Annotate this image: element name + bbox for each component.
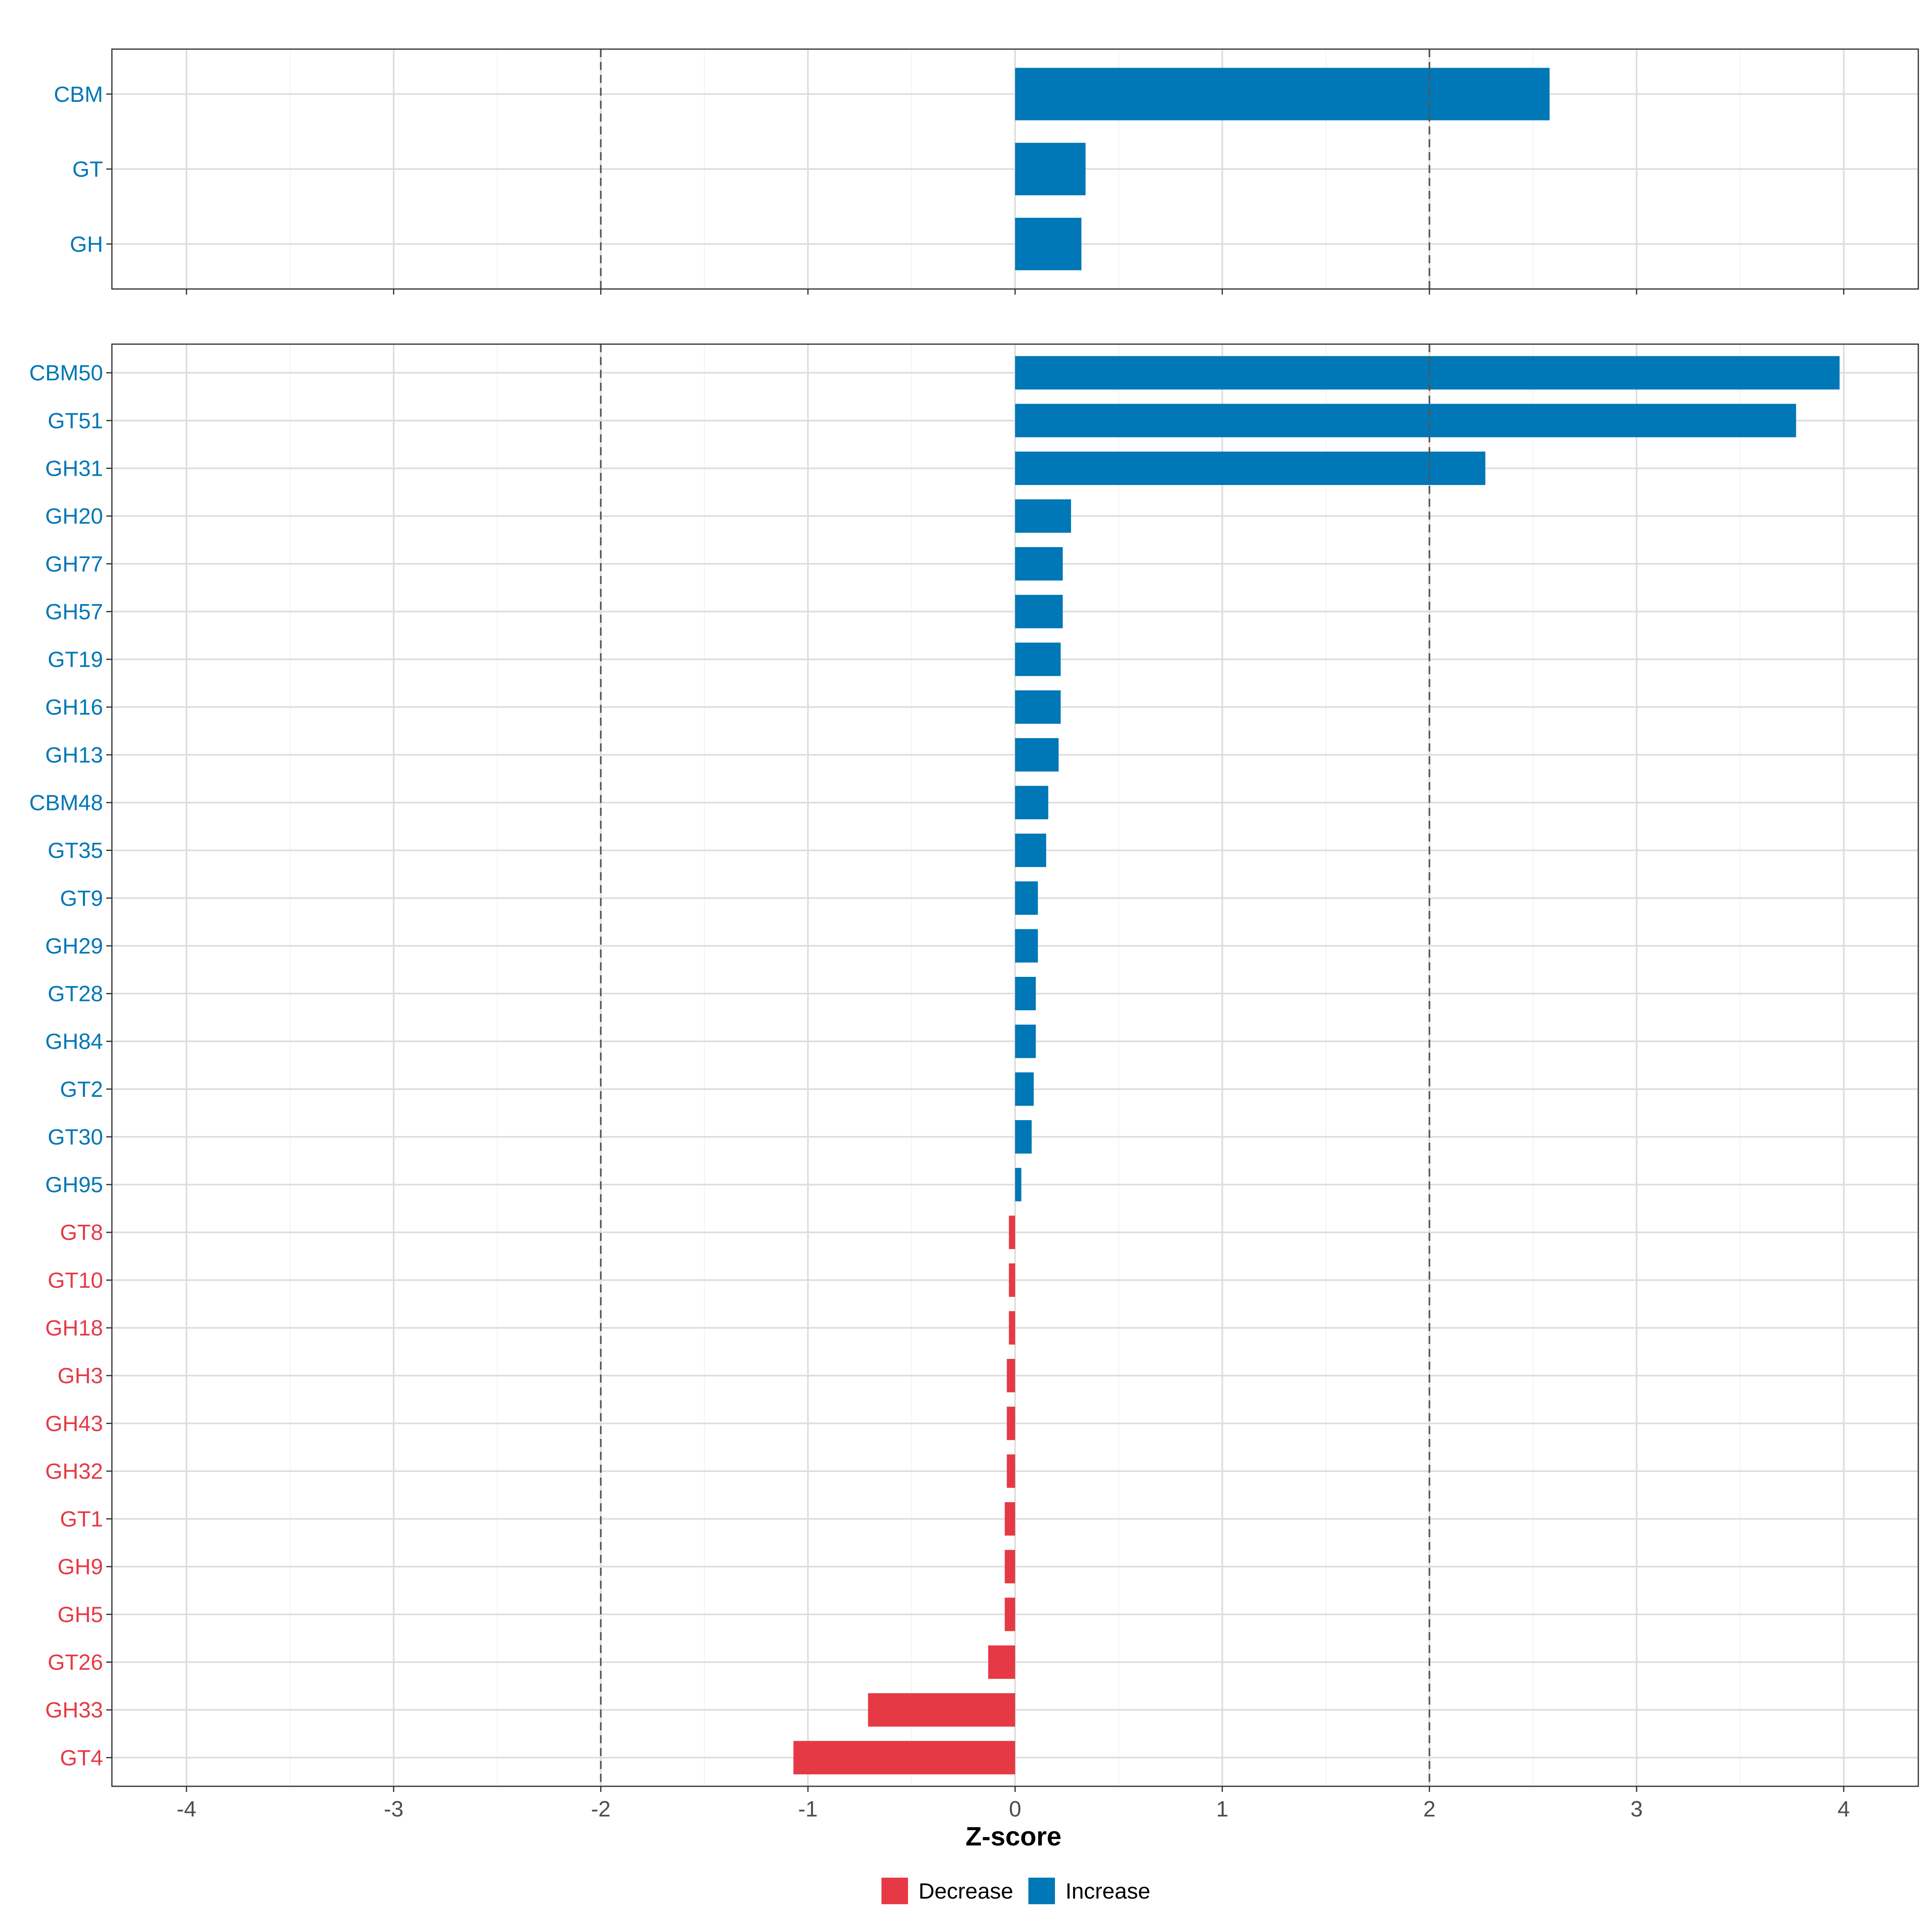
legend-key-increase <box>1028 1878 1055 1904</box>
y-tick-label-gh33: GH33 <box>45 1697 103 1722</box>
y-tick-label-gt51: GT51 <box>47 408 103 433</box>
y-tick-label-gt19: GT19 <box>47 647 103 672</box>
bar-gh16 <box>1015 690 1061 724</box>
y-tick-label-cbm48: CBM48 <box>29 790 103 815</box>
x-axis-title: Z-score <box>966 1821 1061 1851</box>
y-tick-label-gt2: GT2 <box>60 1077 103 1102</box>
bar-gt19 <box>1015 642 1061 676</box>
y-tick-label-gh31: GH31 <box>45 456 103 481</box>
y-tick-label-gh43: GH43 <box>45 1411 103 1436</box>
x-tick-label: -1 <box>798 1796 818 1821</box>
x-tick-label: 0 <box>1009 1796 1022 1821</box>
bar-gh20 <box>1015 499 1071 533</box>
y-tick-label-gh13: GH13 <box>45 742 103 767</box>
bar-cbm50 <box>1015 356 1840 390</box>
bar-gh43 <box>1007 1406 1015 1440</box>
bar-gh3 <box>1007 1359 1015 1393</box>
x-tick-label: 2 <box>1423 1796 1436 1821</box>
bar-gt4 <box>793 1741 1015 1775</box>
y-tick-label-gh77: GH77 <box>45 551 103 576</box>
y-tick-label-gt4: GT4 <box>60 1745 103 1770</box>
legend-label-increase: Increase <box>1065 1878 1150 1903</box>
x-tick-label: -4 <box>177 1796 196 1821</box>
y-tick-label-gt35: GT35 <box>47 838 103 863</box>
bar-gh <box>1015 218 1082 270</box>
y-tick-label-gh16: GH16 <box>45 695 103 720</box>
x-tick-label: -2 <box>591 1796 611 1821</box>
bar-gh84 <box>1015 1024 1036 1058</box>
bar-cbm <box>1015 68 1550 120</box>
y-tick-label-gt8: GT8 <box>60 1220 103 1245</box>
y-tick-label-gh95: GH95 <box>45 1172 103 1197</box>
y-tick-label-gt: GT <box>72 157 103 182</box>
y-tick-label-gh29: GH29 <box>45 933 103 958</box>
bar-gh13 <box>1015 738 1059 772</box>
bar-gh18 <box>1009 1311 1015 1345</box>
bar-gt1 <box>1005 1502 1015 1536</box>
bar-gh95 <box>1015 1168 1022 1201</box>
legend-key-decrease <box>881 1878 908 1904</box>
legend-label-decrease: Decrease <box>919 1878 1013 1903</box>
x-axis: -4 -3 -2 -1 0 1 2 3 4 <box>177 1796 1850 1821</box>
bar-gh32 <box>1007 1454 1015 1488</box>
y-tick-label-gt28: GT28 <box>47 981 103 1006</box>
bar-gh77 <box>1015 547 1063 581</box>
y-tick-label-gh9: GH9 <box>58 1554 103 1579</box>
bar-gt30 <box>1015 1120 1032 1154</box>
y-tick-label-gt26: GT26 <box>47 1650 103 1675</box>
bar-gt26 <box>988 1645 1015 1679</box>
panel-family: CBM50 GT51 GH31 GH20 GH77 GH57 GT19 GH16 GH13 CBM… <box>29 343 1919 1792</box>
legend: Decrease Increase <box>881 1878 1150 1904</box>
bar-gt28 <box>1015 977 1036 1011</box>
bar-gh9 <box>1005 1550 1015 1583</box>
bar-gh29 <box>1015 929 1038 963</box>
y-tick-label-gt1: GT1 <box>60 1507 103 1532</box>
bar-gt <box>1015 142 1086 196</box>
y-tick-label-gh32: GH32 <box>45 1459 103 1484</box>
y-tick-label-cbm: CBM <box>54 82 103 107</box>
panel-class: CBM GT GH <box>54 48 1919 295</box>
y-tick-label-gh20: GH20 <box>45 504 103 528</box>
y-tick-label-gt9: GT9 <box>60 886 103 910</box>
y-tick-label-gh18: GH18 <box>45 1315 103 1340</box>
bar-gh5 <box>1005 1598 1015 1631</box>
bar-gt8 <box>1009 1216 1015 1249</box>
x-tick-label: 1 <box>1216 1796 1228 1821</box>
y-tick-label-gh84: GH84 <box>45 1029 103 1054</box>
bar-gt35 <box>1015 834 1046 867</box>
bar-gh31 <box>1015 451 1486 485</box>
bar-gt2 <box>1015 1072 1034 1106</box>
bar-cbm48 <box>1015 786 1049 819</box>
bar-gt51 <box>1015 404 1796 438</box>
y-tick-label-gh: GH <box>70 231 103 256</box>
bar-gt10 <box>1009 1263 1015 1297</box>
x-tick-label: 4 <box>1837 1796 1850 1821</box>
bar-gh57 <box>1015 594 1063 628</box>
y-tick-label-cbm50: CBM50 <box>29 360 103 385</box>
y-tick-label-gt30: GT30 <box>47 1124 103 1149</box>
bar-gh33 <box>868 1693 1015 1727</box>
y-tick-label-gh3: GH3 <box>58 1363 103 1388</box>
y-tick-label-gh57: GH57 <box>45 599 103 624</box>
y-tick-label-gh5: GH5 <box>58 1602 103 1627</box>
x-tick-label: -3 <box>384 1796 404 1821</box>
bar-gt9 <box>1015 881 1038 915</box>
x-tick-label: 3 <box>1631 1796 1643 1821</box>
y-tick-label-gt10: GT10 <box>47 1267 103 1292</box>
